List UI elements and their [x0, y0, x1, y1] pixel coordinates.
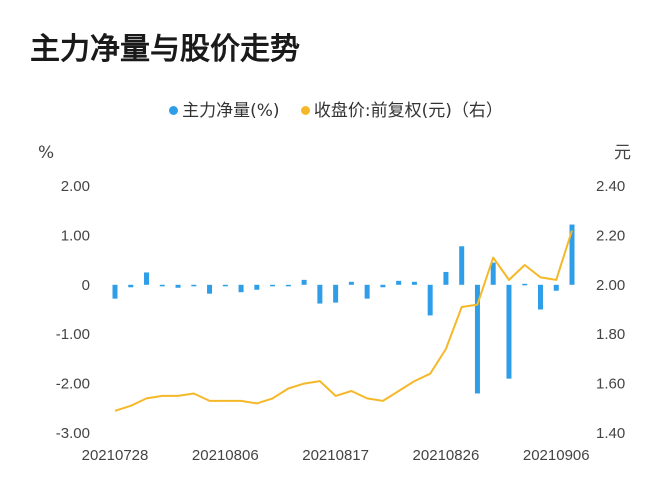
net-volume-bar	[270, 284, 276, 287]
right-tick-label: 2.00	[596, 277, 625, 294]
legend-label-net-volume: 主力净量(%)	[182, 101, 280, 121]
right-axis-unit: 元	[614, 143, 631, 163]
net-volume-bar	[144, 272, 150, 285]
net-volume-bar	[443, 271, 449, 285]
net-volume-bar	[317, 284, 323, 304]
net-volume-bar	[537, 284, 543, 310]
left-tick-label: 2.00	[61, 178, 90, 195]
net-volume-bar	[238, 284, 244, 293]
net-volume-bar	[553, 284, 559, 291]
legend-bar-swatch-icon	[169, 105, 179, 115]
net-volume-bar	[159, 284, 165, 287]
net-volume-bar	[301, 279, 307, 285]
net-volume-bar	[191, 284, 197, 287]
net-volume-bar	[411, 281, 417, 285]
net-volume-bar	[427, 284, 433, 316]
x-tick-label: 20210906	[523, 447, 590, 464]
net-volume-bar	[506, 284, 512, 379]
close-price-line	[114, 230, 573, 412]
x-tick-label: 20210728	[82, 447, 149, 464]
net-volume-bar	[112, 284, 118, 299]
chart-title: 主力净量与股价走势	[30, 32, 300, 67]
right-tick-label: 1.80	[596, 326, 625, 343]
net-volume-bar	[569, 224, 575, 285]
net-volume-bar	[128, 284, 134, 288]
x-tick-label: 20210806	[192, 447, 259, 464]
legend-item-close-price[interactable]: 收盘价:前复权(元)（右）	[300, 96, 503, 121]
net-volume-bar	[175, 284, 181, 288]
net-volume-bar	[474, 284, 480, 394]
net-volume-bar	[285, 284, 291, 287]
right-tick-label: 2.40	[596, 178, 625, 195]
right-tick-label: 2.20	[596, 227, 625, 244]
net-volume-bar	[380, 284, 386, 288]
legend-item-net-volume[interactable]: 主力净量(%)	[169, 96, 280, 121]
legend: 主力净量(%) 收盘价:前复权(元)（右）	[0, 96, 672, 121]
net-volume-bar	[396, 280, 402, 285]
net-volume-bar	[222, 284, 228, 287]
net-volume-bar	[207, 284, 213, 294]
left-tick-label: 1.00	[61, 227, 90, 244]
legend-label-close-price: 收盘价:前复权(元)（右）	[313, 101, 503, 121]
left-axis-unit: %	[38, 143, 54, 163]
right-tick-label: 1.40	[596, 425, 625, 442]
legend-line-swatch-icon	[300, 105, 310, 115]
x-tick-label: 20210826	[413, 447, 480, 464]
left-tick-label: -2.00	[56, 376, 90, 393]
x-tick-label: 20210817	[302, 447, 369, 464]
left-tick-label: -1.00	[56, 326, 90, 343]
net-volume-bar	[348, 281, 354, 285]
net-volume-bar	[522, 283, 528, 286]
right-tick-label: 1.60	[596, 376, 625, 393]
net-volume-bar	[490, 262, 496, 285]
left-tick-label: -3.00	[56, 425, 90, 442]
net-volume-bar	[364, 284, 370, 299]
left-tick-label: 0	[82, 277, 90, 294]
net-volume-bar	[254, 284, 260, 290]
net-volume-bar	[459, 246, 465, 285]
net-volume-bar	[333, 284, 339, 303]
